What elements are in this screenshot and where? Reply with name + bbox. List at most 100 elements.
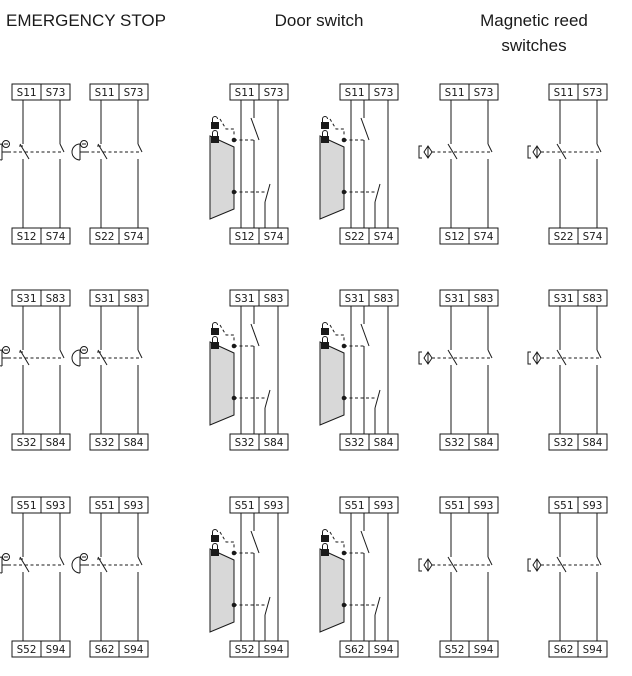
door-pivot: [231, 602, 237, 608]
reed-switch-unit: S31 S83 S32 S84: [418, 289, 499, 451]
lock-shackle: [212, 529, 218, 535]
door-pivot: [231, 550, 237, 556]
terminal-top: S31 S83: [548, 289, 608, 307]
terminal-label: S74: [583, 230, 603, 243]
magnet-diamond: [532, 558, 542, 572]
terminal-label: S62: [95, 643, 115, 656]
contact-blade: [487, 556, 493, 566]
terminal-label: S31: [554, 292, 574, 305]
terminal-top: S51 S93: [229, 496, 289, 514]
terminal-label: S22: [554, 230, 574, 243]
terminal-top: S11 S73: [11, 83, 71, 101]
push-symbol: [2, 553, 10, 561]
reed-switch-unit: S31 S83 S32 S84: [527, 289, 608, 451]
push-symbol: [80, 553, 88, 561]
estop-switch-unit: S31 S83 S32 S84: [0, 289, 71, 451]
magnet-bracket: [418, 145, 422, 159]
terminal-label: S93: [124, 499, 144, 512]
push-symbol: [80, 140, 88, 148]
lock-shackle: [212, 336, 218, 342]
terminal-bottom: S62 S94: [339, 640, 399, 658]
unlock-icon: [321, 116, 329, 129]
terminal-bottom: S32 S84: [439, 433, 499, 451]
terminal-label: S93: [374, 499, 394, 512]
lock-body: [321, 136, 329, 143]
terminal-bottom: S32 S84: [229, 433, 289, 451]
terminal-label: S11: [554, 86, 574, 99]
unlock-icon: [321, 529, 329, 542]
contact-blade: [447, 556, 458, 573]
terminal-label: S83: [124, 292, 144, 305]
unlock-icon: [321, 322, 329, 335]
mushroom-head-icon: [0, 346, 10, 367]
terminal-top: S51 S93: [11, 496, 71, 514]
terminal-label: S83: [374, 292, 394, 305]
terminal-label: S74: [124, 230, 144, 243]
push-symbol: [2, 346, 10, 354]
terminal-label: S11: [445, 86, 465, 99]
terminal-label: S32: [345, 436, 365, 449]
door-pivot: [231, 137, 237, 143]
lock-icon: [321, 336, 329, 349]
terminal-top: S31 S83: [89, 289, 149, 307]
terminal-label: S94: [124, 643, 144, 656]
terminal-label: S74: [264, 230, 284, 243]
terminal-label: S83: [583, 292, 603, 305]
door-pivot: [341, 137, 347, 143]
lock-icon: [211, 543, 219, 556]
terminal-bottom: S12 S74: [229, 227, 289, 245]
door-actuator: [209, 341, 235, 426]
magnet-bracket: [418, 351, 422, 365]
terminal-bottom: S12 S74: [439, 227, 499, 245]
terminal-label: S94: [46, 643, 66, 656]
terminal-label: S31: [445, 292, 465, 305]
terminal-top: S51 S93: [439, 496, 499, 514]
mushroom-head-icon: [0, 140, 10, 161]
contact-blade: [556, 143, 567, 160]
magnet-bracket: [418, 558, 422, 572]
header-emergency-stop: EMERGENCY STOP: [6, 11, 166, 30]
reed-switch-unit: S11 S73 S12 S74: [418, 83, 499, 245]
door-pivot: [341, 550, 347, 556]
lock-shackle: [322, 130, 328, 136]
contact-blade: [596, 556, 602, 566]
door-actuator: [209, 135, 235, 220]
lock-shackle: [322, 322, 328, 328]
terminal-label: S22: [345, 230, 365, 243]
lock-body: [211, 122, 219, 129]
contact-blade: [556, 556, 567, 573]
door-switch-unit: S11 S73 S12 S74: [209, 83, 289, 245]
push-symbol: [2, 140, 10, 148]
estop-switch-unit: S31 S83 S32 S84: [71, 289, 149, 451]
lock-shackle: [212, 322, 218, 328]
terminal-label: S84: [46, 436, 66, 449]
contact-blade: [596, 349, 602, 359]
terminal-label: S12: [445, 230, 465, 243]
terminal-label: S62: [554, 643, 574, 656]
terminal-label: S94: [374, 643, 394, 656]
terminal-label: S12: [17, 230, 37, 243]
magnet-icon: [527, 351, 542, 365]
terminal-bottom: S22 S74: [548, 227, 608, 245]
terminal-label: S32: [554, 436, 574, 449]
terminal-bottom: S32 S84: [11, 433, 71, 451]
contact-blade: [360, 530, 370, 554]
magnet-diamond: [423, 351, 433, 365]
terminal-label: S12: [235, 230, 255, 243]
terminal-label: S11: [95, 86, 115, 99]
terminal-label: S52: [17, 643, 37, 656]
lock-body: [321, 342, 329, 349]
mushroom-head-icon: [71, 553, 88, 574]
lock-shackle: [212, 116, 218, 122]
terminal-top: S51 S93: [89, 496, 149, 514]
contact-blade: [556, 349, 567, 366]
door-pivot: [231, 189, 237, 195]
mushroom-head-icon: [71, 140, 88, 161]
terminal-label: S94: [264, 643, 284, 656]
lock-body: [211, 328, 219, 335]
terminal-bottom: S12 S74: [11, 227, 71, 245]
terminal-bottom: S32 S84: [89, 433, 149, 451]
magnet-diamond: [532, 145, 542, 159]
terminal-label: S93: [46, 499, 66, 512]
contact-blade: [59, 556, 65, 566]
